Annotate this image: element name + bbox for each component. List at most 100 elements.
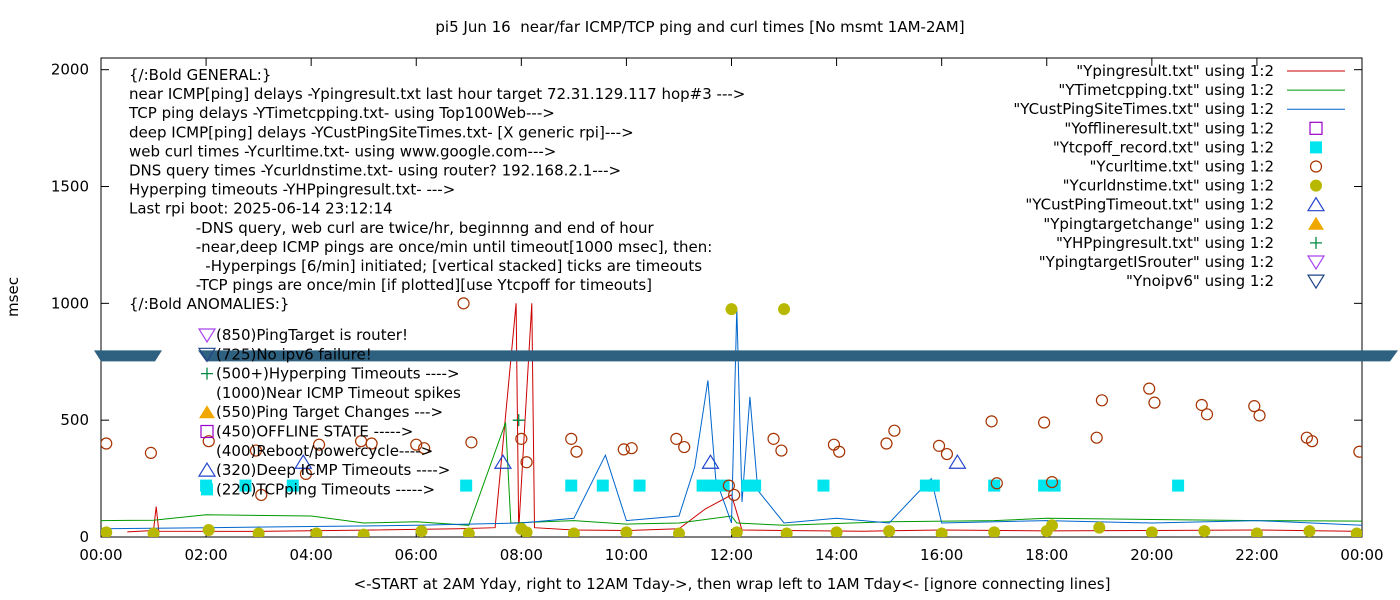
series-5-point [827,438,841,451]
note-line: TCP ping delays -YTimetcpping.txt- using… [128,104,555,122]
note-line: web curl times -Ycurltime.txt- using www… [129,142,556,160]
series-4-point [707,479,720,492]
series-6-point [725,303,738,316]
series-4-point [565,479,578,492]
series-5-point [940,447,954,461]
series-5-point [1195,398,1208,412]
series-5-point [1248,400,1261,413]
series-4-point [633,479,646,492]
legend-label: "Ypingtargetchange" using 1:2 [1043,215,1274,233]
series-6-point [415,525,428,537]
series-2-line [101,307,1362,530]
series-5-point [457,297,470,310]
anomaly-label: (500+)Hyperping Timeouts ----> [216,365,460,383]
anomaly-symbol [199,405,215,419]
legend-label: "YHPpingresult.txt" using 1:2 [1056,234,1274,252]
legend-label: "Ycurltime.txt" using 1:2 [1089,158,1274,176]
legend-label: "YTimetcpping.txt" using 1:2 [1058,81,1274,99]
anomaly-label: (550)Ping Target Changes ---> [216,403,443,421]
series-6-point [520,526,533,537]
series-9-point [512,414,525,427]
note-line: -DNS query, web curl are twice/hr, begin… [129,219,654,237]
series-5-point [1090,431,1103,444]
anomaly-label: (320)Deep ICMP Timeouts ----> [216,461,450,479]
series-6-point [778,303,791,316]
note-line: near ICMP[ping] delays -Ypingresult.txt … [129,85,745,103]
series-4-point [286,479,299,492]
legend-symbol [1310,141,1322,154]
series-6-point [252,527,265,537]
series-5-point [990,477,1003,490]
series-4-point [696,479,709,492]
series-5-point [617,443,630,456]
series-5-point [932,439,946,452]
series-5-point [728,488,741,502]
series-6-point [1093,521,1106,534]
series-6-point [147,527,160,537]
legend-symbol [1306,255,1326,271]
series-5-point [365,437,378,450]
x-tick-label: 12:00 [710,546,753,564]
x-tick-label: 18:00 [1025,546,1068,564]
x-tick-label: 00:00 [79,546,122,564]
series-6-point [780,527,793,537]
note-line: -TCP pings are once/min [if plotted][use… [129,276,652,294]
series-1-line [101,422,1362,526]
x-tick-label: 16:00 [920,546,963,564]
legend-label: "YpingtargetISrouter" using 1:2 [1039,253,1274,271]
anomaly-label: (450)OFFLINE STATE -----> [216,423,413,441]
series-4-point [988,479,1001,492]
anomaly-label: (725)No ipv6 failure! [216,345,372,363]
series-6-point [620,526,633,537]
x-tick-label: 02:00 [184,546,227,564]
series-6-point [1145,526,1158,537]
note-line: {/:Bold ANOMALIES:} [129,295,289,313]
series-5-point [1045,475,1059,489]
series-6-point [101,526,113,537]
legend-label: "Ytcpoff_record.txt" using 1:2 [1053,138,1274,157]
series-6-point [883,525,896,537]
series-5-point [1353,445,1362,458]
series-5-point [410,438,423,451]
series-4-point [817,479,830,492]
legend-symbol [1309,121,1323,135]
series-5-point [880,437,893,450]
series-4-point [1048,479,1061,492]
series-5-point [1148,396,1161,409]
x-tick-label: 04:00 [290,546,333,564]
x-axis-title: <-START at 2AM Yday, right to 12AM Tday-… [354,575,1111,593]
legend-label: "Yofflineresult.txt" using 1:2 [1064,119,1274,137]
series-4-point [596,479,609,492]
legend-symbol [1308,216,1324,230]
anomaly-label: (220)TCPping Timeouts -----> [216,480,435,498]
series-5-point [144,446,158,459]
x-tick-label: 22:00 [1235,546,1278,564]
anomaly-label: (1000)Near ICMP Timeout spikes [216,384,461,402]
note-line: {/:Bold GENERAL:} [129,66,271,84]
y-tick-label: 2000 [51,61,89,79]
series-5-point [767,432,780,445]
series-5-point [418,442,431,455]
series-4-point [239,479,252,492]
y-tick-label: 0 [79,528,89,546]
y-tick-label: 1500 [51,178,89,196]
series-6-point [935,527,948,537]
anomaly-symbol [201,367,213,380]
legend-symbol [1310,179,1322,192]
series-5-point [833,445,846,458]
legend-label: "YCustPingSiteTimes.txt" using 1:2 [1013,100,1274,118]
series-5-point [465,436,478,449]
series-6-point [1198,525,1211,537]
series-5-point [985,415,998,428]
series-5-point [678,440,691,454]
series-5-point [515,432,528,445]
x-tick-label: 14:00 [815,546,858,564]
series-5-point [1200,408,1214,421]
series-4-point [749,479,762,492]
series-5-point [312,438,326,451]
series-7-point [701,454,720,469]
x-tick-label: 10:00 [605,546,648,564]
series-5-point [101,437,113,450]
series-5-point [570,445,583,458]
